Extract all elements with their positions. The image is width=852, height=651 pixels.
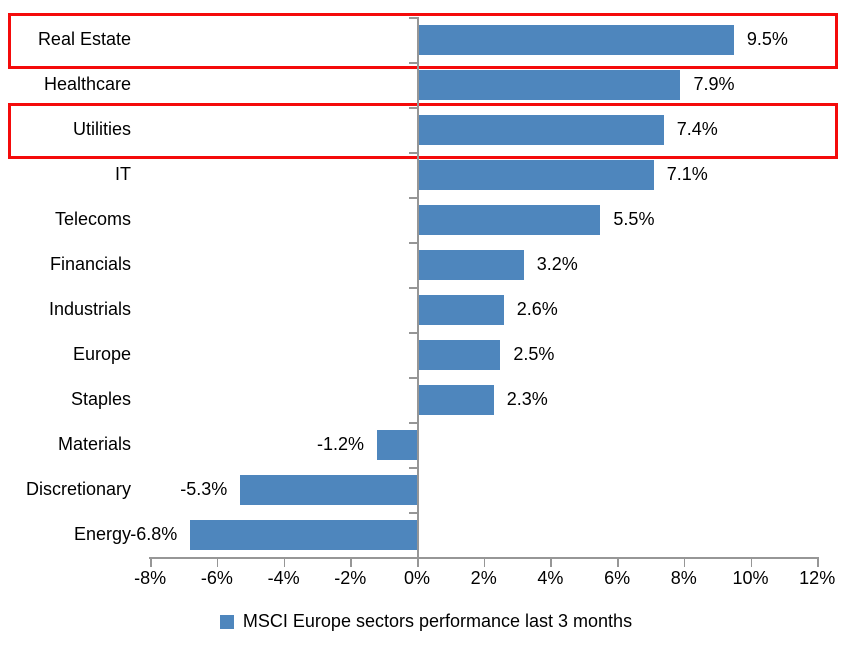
x-axis-tick	[216, 557, 219, 567]
value-label: 5.5%	[613, 209, 655, 229]
highlight-box	[8, 103, 838, 159]
category-label: Telecoms	[54, 209, 131, 229]
legend: MSCI Europe sectors performance last 3 m…	[0, 611, 852, 632]
category-label: Industrials	[48, 299, 131, 319]
category-label: Healthcare	[43, 74, 131, 94]
category-axis-tick	[409, 62, 417, 64]
value-label: 2.6%	[516, 299, 558, 319]
value-label: 2.5%	[513, 344, 555, 364]
x-axis-tick-label: -2%	[334, 568, 367, 588]
x-axis-tick-label: -8%	[134, 568, 167, 588]
x-axis-tick-label: 4%	[537, 568, 564, 588]
bar	[417, 159, 654, 190]
bar	[417, 339, 501, 370]
category-axis-line	[417, 17, 419, 557]
x-axis-line	[149, 557, 819, 559]
category-axis-tick	[409, 152, 417, 154]
category-axis-tick	[409, 467, 417, 469]
category-axis-tick	[409, 107, 417, 109]
value-label: -5.3%	[180, 479, 228, 499]
value-label: -1.2%	[316, 434, 364, 454]
bar	[417, 204, 601, 235]
x-axis-tick	[817, 557, 819, 567]
bar	[417, 249, 524, 280]
x-axis-tick	[550, 557, 552, 567]
bar	[417, 69, 681, 100]
x-axis-tick-label: 2%	[470, 568, 497, 588]
value-label: 2.3%	[506, 389, 548, 409]
bar	[417, 24, 734, 55]
category-label: Materials	[57, 434, 131, 454]
bar	[240, 474, 417, 505]
value-label: 7.1%	[666, 164, 708, 184]
value-label: 9.5%	[746, 29, 788, 49]
x-axis-tick	[683, 557, 686, 567]
value-label: 7.4%	[676, 119, 718, 139]
bar	[376, 429, 417, 460]
legend-swatch-icon	[219, 614, 234, 629]
x-axis-tick-label: 6%	[604, 568, 631, 588]
category-label: Real Estate	[37, 29, 131, 49]
x-axis-tick	[283, 557, 286, 567]
bar	[417, 294, 504, 325]
x-axis-tick	[750, 557, 752, 567]
x-axis-tick-label: 10%	[732, 568, 769, 588]
value-label: 3.2%	[536, 254, 578, 274]
value-label: 7.9%	[693, 74, 735, 94]
x-axis-tick	[350, 557, 352, 567]
highlight-box	[8, 13, 838, 69]
x-axis-tick-label: 12%	[799, 568, 836, 588]
bar	[190, 519, 417, 550]
x-axis-tick	[150, 557, 152, 567]
category-label: Staples	[70, 389, 131, 409]
category-label: Europe	[72, 344, 131, 364]
category-label: Discretionary	[25, 479, 131, 499]
category-label: Energy	[73, 524, 131, 544]
category-axis-tick	[409, 17, 417, 19]
category-axis-tick	[409, 287, 417, 289]
bar	[417, 384, 494, 415]
x-axis-tick	[617, 557, 619, 567]
value-label: -6.8%	[130, 524, 178, 544]
x-axis-tick	[417, 557, 419, 567]
x-axis-tick-label: -6%	[200, 568, 233, 588]
category-axis-tick	[409, 332, 417, 334]
legend-label: MSCI Europe sectors performance last 3 m…	[242, 611, 633, 631]
category-axis-tick	[409, 377, 417, 379]
category-label: Financials	[49, 254, 131, 274]
x-axis-tick-label: 8%	[670, 568, 697, 588]
bar	[417, 114, 664, 145]
category-label: IT	[115, 164, 131, 184]
category-axis-tick	[409, 242, 417, 244]
x-axis-tick-label: 0%	[403, 568, 431, 588]
category-axis-tick	[409, 422, 417, 424]
category-axis-tick	[409, 512, 417, 514]
category-label: Utilities	[72, 119, 131, 139]
category-axis-tick	[409, 197, 417, 199]
x-axis-tick-label: -4%	[267, 568, 300, 588]
x-axis-tick	[483, 557, 486, 567]
